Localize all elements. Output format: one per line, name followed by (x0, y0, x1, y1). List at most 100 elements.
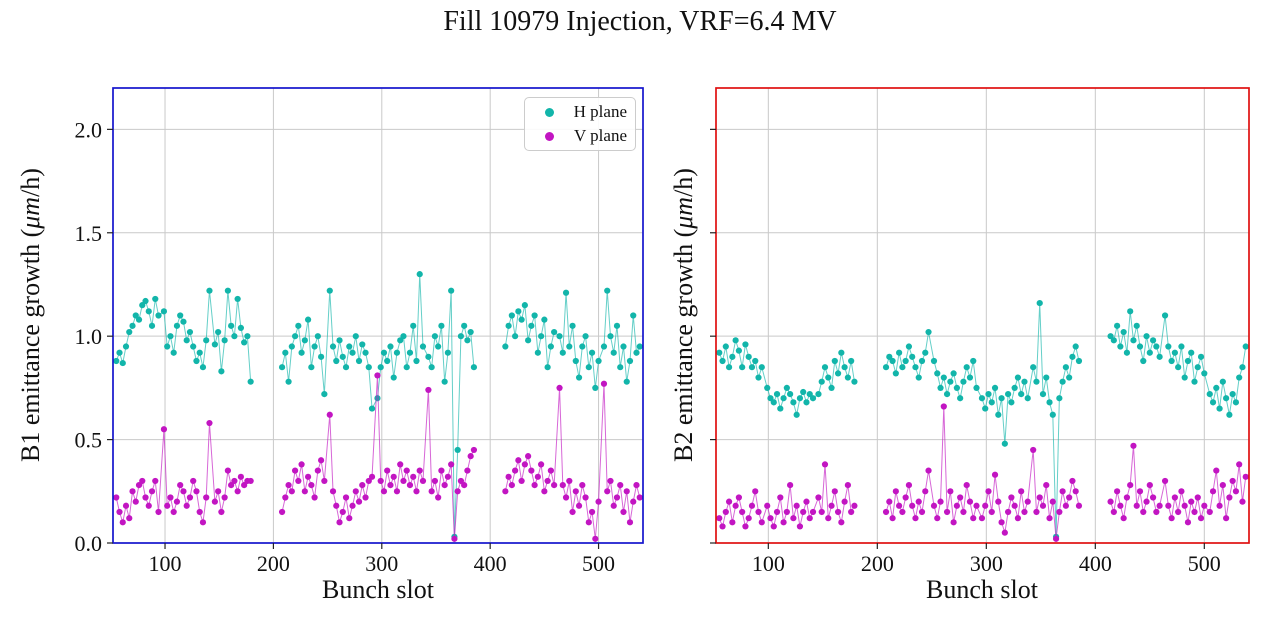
data-point (410, 473, 417, 480)
data-point (244, 333, 251, 340)
v-plane-marker-icon (545, 131, 554, 141)
data-point (925, 467, 932, 474)
data-point (301, 337, 308, 344)
data-point (600, 343, 608, 350)
data-point (909, 502, 916, 509)
data-point (531, 312, 538, 319)
data-point (1201, 502, 1208, 509)
data-point (988, 399, 995, 406)
data-point (963, 481, 970, 489)
data-point (1171, 494, 1178, 501)
data-point (317, 353, 325, 360)
data-point (1136, 488, 1144, 495)
data-point (745, 353, 752, 360)
data-point (934, 370, 941, 377)
data-point (1197, 353, 1205, 360)
data-point (1216, 405, 1223, 412)
b2-x-axis-label: Bunch slot (926, 575, 1038, 604)
data-point (431, 477, 439, 485)
data-point (393, 349, 401, 356)
data-point (896, 502, 903, 509)
data-point (406, 349, 414, 356)
data-point (170, 508, 177, 516)
data-point (196, 508, 203, 516)
data-point (1056, 395, 1063, 402)
data-point (943, 390, 951, 398)
data-point (1005, 390, 1012, 398)
data-point (991, 384, 999, 391)
data-point (148, 322, 156, 329)
data-point (800, 388, 807, 396)
data-point (585, 519, 592, 526)
x-tick-label: 100 (752, 551, 785, 576)
data-point (291, 333, 299, 340)
data-point (1120, 515, 1127, 522)
data-point (957, 395, 964, 402)
data-point (451, 535, 458, 542)
data-point (899, 364, 906, 371)
data-point (800, 508, 807, 516)
data-point (1123, 494, 1131, 501)
data-point (234, 295, 241, 303)
data-point (180, 488, 187, 495)
b1-y-axis-label-unit: μm (16, 196, 45, 229)
data-point (889, 515, 896, 522)
data-point (569, 322, 576, 329)
data-point (231, 477, 238, 485)
plot-frame (112, 87, 644, 544)
data-point (848, 508, 855, 516)
data-point (1127, 308, 1134, 315)
data-point (1229, 477, 1236, 485)
data-point (991, 471, 999, 478)
data-point (368, 405, 376, 412)
data-point (950, 370, 957, 377)
data-point (821, 364, 829, 371)
data-point (1014, 374, 1022, 381)
data-point (1059, 378, 1066, 385)
data-series-line (504, 383, 641, 539)
data-point (1168, 515, 1175, 522)
data-point (346, 515, 353, 522)
legend-label-h-plane: H plane (573, 102, 627, 121)
data-point (403, 364, 410, 371)
data-point (438, 322, 445, 329)
data-point (748, 364, 756, 371)
data-point (572, 357, 579, 365)
data-point (336, 519, 343, 526)
x-tick-label: 300 (365, 551, 398, 576)
data-point (380, 349, 388, 356)
data-point (569, 508, 576, 516)
data-point (742, 341, 749, 348)
data-point (410, 322, 417, 329)
data-point (1165, 343, 1172, 350)
data-point (1209, 399, 1217, 406)
data-point (582, 333, 589, 340)
data-point (556, 384, 563, 391)
data-point (122, 343, 130, 350)
data-point (145, 502, 152, 509)
data-point (1011, 502, 1018, 509)
data-point (1059, 488, 1066, 495)
data-point (1149, 337, 1157, 344)
data-point (636, 343, 643, 350)
data-point (1018, 488, 1025, 495)
data-point (380, 488, 388, 495)
data-point (732, 502, 739, 509)
data-point (397, 461, 404, 468)
data-point (247, 477, 254, 485)
data-point (1005, 508, 1012, 516)
data-point (116, 508, 123, 516)
data-point (384, 467, 391, 474)
data-point (1146, 481, 1153, 489)
data-point (947, 378, 954, 385)
data-point (815, 390, 822, 398)
data-point (841, 498, 848, 505)
data-point (604, 287, 611, 294)
data-point (333, 502, 340, 509)
data-point (142, 494, 149, 501)
data-point (633, 481, 640, 489)
data-point (1120, 328, 1127, 336)
data-point (1140, 508, 1147, 516)
data-point (970, 357, 977, 365)
data-point (467, 453, 474, 460)
